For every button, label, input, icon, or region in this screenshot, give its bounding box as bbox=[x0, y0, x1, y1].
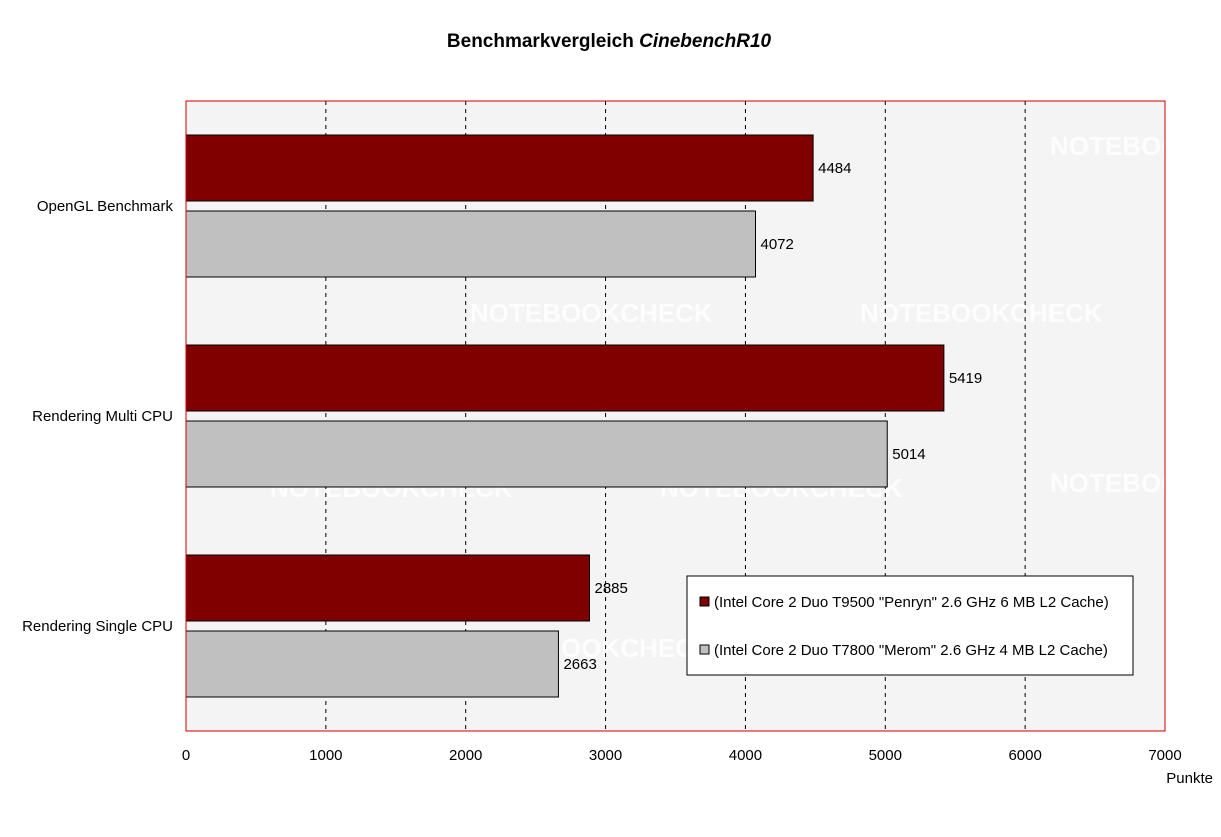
watermark-1: NOTEBOOKCHECK bbox=[1050, 131, 1221, 161]
value-label-0-1: 4072 bbox=[760, 236, 793, 253]
chart-title-main: Benchmarkvergleich bbox=[447, 31, 639, 52]
value-label-0-0: 4484 bbox=[818, 160, 851, 177]
legend: (Intel Core 2 Duo T9500 "Penryn" 2.6 GHz… bbox=[686, 575, 1134, 676]
watermark-2: NOTEBOOKCHECK bbox=[470, 298, 713, 328]
x-axis-label: Punkte bbox=[1166, 770, 1213, 787]
category-label-1: Rendering Multi CPU bbox=[32, 408, 173, 425]
value-label-1-1: 5014 bbox=[892, 446, 925, 463]
x-tick-5000: 5000 bbox=[869, 747, 902, 764]
x-tick-2000: 2000 bbox=[449, 747, 482, 764]
x-tick-0: 0 bbox=[182, 747, 190, 764]
category-labels: OpenGL Benchmark Rendering Multi CPU Rende… bbox=[22, 198, 173, 635]
bar-2-0 bbox=[185, 554, 590, 622]
grid-lines bbox=[325, 101, 1026, 731]
x-tick-3000: 3000 bbox=[589, 747, 622, 764]
bar-1-0 bbox=[185, 344, 945, 412]
data-labels: 4484 4072 5419 5014 2885 2663 bbox=[563, 160, 982, 673]
bar-0-0 bbox=[185, 134, 814, 202]
bar-1-1 bbox=[185, 420, 888, 488]
bars bbox=[185, 134, 945, 698]
legend-label-penryn: (Intel Core 2 Duo T9500 "Penryn" 2.6 GHz… bbox=[714, 594, 1109, 611]
chart-title: Benchmarkvergleich CinebenchR10 bbox=[447, 31, 772, 52]
x-tick-6000: 6000 bbox=[1008, 747, 1041, 764]
x-tick-4000: 4000 bbox=[729, 747, 762, 764]
legend-swatch-penryn bbox=[699, 596, 710, 607]
watermark-6: NOTEBOOKCHECK bbox=[1050, 468, 1221, 498]
value-label-2-1: 2663 bbox=[563, 656, 596, 673]
watermark-3: NOTEBOOKCHECK bbox=[860, 298, 1103, 328]
legend-box bbox=[686, 575, 1134, 676]
category-label-0: OpenGL Benchmark bbox=[37, 198, 174, 215]
chart-title-italic: CinebenchR10 bbox=[639, 31, 771, 52]
x-tick-labels: 0 1000 2000 3000 4000 5000 6000 7000 bbox=[182, 747, 1182, 764]
legend-label-merom: (Intel Core 2 Duo T7800 "Merom" 2.6 GHz … bbox=[714, 642, 1108, 659]
legend-swatch-merom bbox=[699, 644, 710, 655]
value-label-1-0: 5419 bbox=[949, 370, 982, 387]
plot-border bbox=[185, 100, 1166, 732]
bar-0-1 bbox=[185, 210, 756, 278]
bar-2-1 bbox=[185, 630, 559, 698]
x-tick-1000: 1000 bbox=[309, 747, 342, 764]
category-label-2: Rendering Single CPU bbox=[22, 618, 173, 635]
x-tick-7000: 7000 bbox=[1148, 747, 1181, 764]
value-label-2-0: 2885 bbox=[594, 580, 627, 597]
